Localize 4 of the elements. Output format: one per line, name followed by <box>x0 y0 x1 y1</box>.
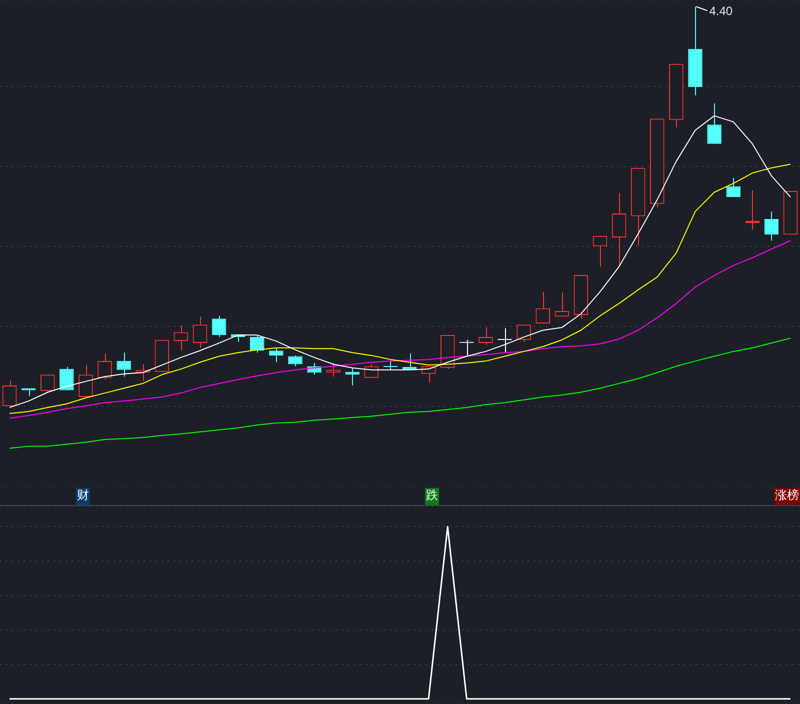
annotation: 4.40 <box>709 4 733 18</box>
text: 财 <box>76 488 90 505</box>
text: 涨榜 <box>774 488 800 505</box>
text: 跌 <box>425 488 439 505</box>
